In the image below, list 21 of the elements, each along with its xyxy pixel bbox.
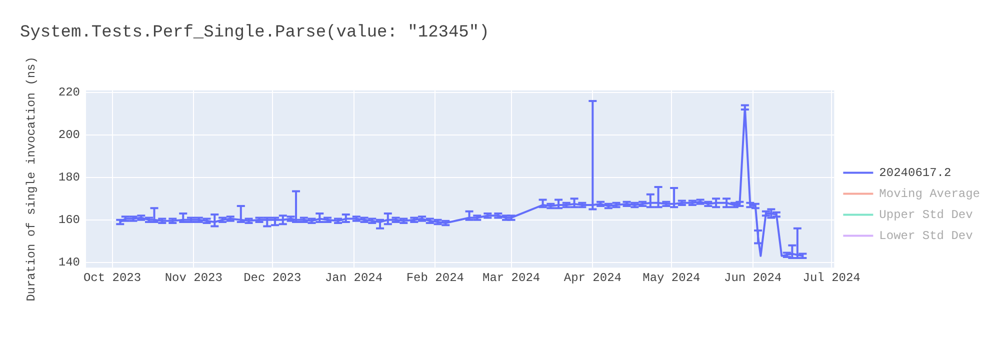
legend-label: Lower Std Dev	[879, 228, 973, 243]
chart-title: System.Tests.Perf_Single.Parse(value: "12345")	[20, 24, 490, 43]
y-axis-title: Duration of single invocation (ns)	[24, 56, 38, 302]
y-tick-label: 220	[58, 86, 80, 100]
x-tick-label: Feb 2024	[406, 270, 464, 285]
y-tick-label: 160	[58, 213, 80, 228]
y-tick-label: 140	[58, 255, 80, 270]
legend-label: 20240617.2	[879, 166, 952, 180]
x-tick-label: Jul 2024	[802, 270, 860, 285]
legend-label: Moving Average	[879, 186, 980, 201]
x-tick-label: Jan 2024	[324, 270, 383, 285]
y-tick-label: 200	[58, 128, 80, 142]
y-tick-label: 180	[58, 170, 80, 185]
x-tick-label: Apr 2024	[564, 270, 622, 285]
x-tick-label: Oct 2023	[83, 270, 142, 285]
legend-label: Upper Std Dev	[879, 208, 973, 222]
x-tick-label: May 2024	[642, 270, 700, 285]
x-tick-label: Dec 2023	[244, 270, 302, 285]
x-tick-label: Nov 2023	[164, 270, 222, 285]
x-tick-label: Jun 2024	[724, 270, 782, 285]
x-tick-label: Mar 2024	[482, 270, 540, 285]
